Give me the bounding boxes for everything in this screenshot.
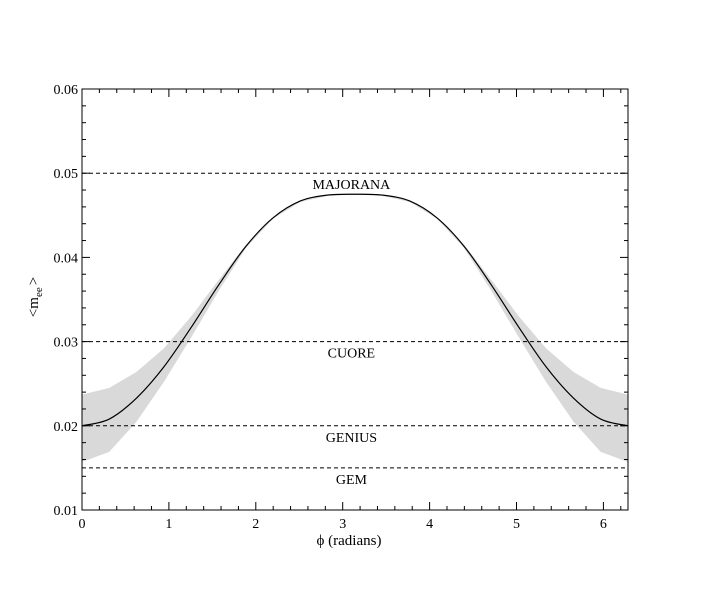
y-tick-label: 0.01 [54,504,79,519]
y-tick-label: 0.02 [54,420,79,435]
y-tick-label: 0.04 [54,251,79,266]
y-axis-label-subscript: ee [33,287,45,297]
series-line-0 [81,193,629,427]
annotation-cuore: CUORE [328,347,375,362]
x-tick-label: 3 [339,517,346,532]
x-axis-label: ϕ (radians) [317,533,382,549]
x-tick-label: 6 [600,517,607,532]
annotation-majorana: MAJORANA [312,178,391,193]
ticks-layer: 0 1 2 3 4 5 6 0.01 0.02 0.03 0.04 0.05 0.06 [54,83,628,532]
plot-frame-layer [81,88,629,511]
plot-frame [81,88,629,511]
y-axis-label: <mee > [26,277,45,317]
uncertainty-band [82,194,628,463]
y-tick-label: 0.06 [54,83,79,98]
x-tick-label: 1 [165,517,172,532]
y-axis-label-end: > [26,277,42,285]
x-tick-label: 0 [79,517,86,532]
x-tick-label: 4 [426,517,433,532]
annotation-gem: GEM [336,473,368,488]
annotation-genius: GENIUS [326,431,377,446]
x-tick-label: 5 [513,517,520,532]
curve-layer [81,193,629,427]
uncertainty-band-layer [82,194,628,463]
y-axis-label-main: <m [26,297,42,317]
y-tick-label: 0.03 [54,336,79,351]
x-tick-label: 2 [252,517,259,532]
labels-layer: ϕ (radians) <mee > [26,277,381,549]
reference-lines-layer: MAJORANA CUORE GENIUS GEM [82,172,628,488]
y-tick-label: 0.05 [54,167,79,182]
